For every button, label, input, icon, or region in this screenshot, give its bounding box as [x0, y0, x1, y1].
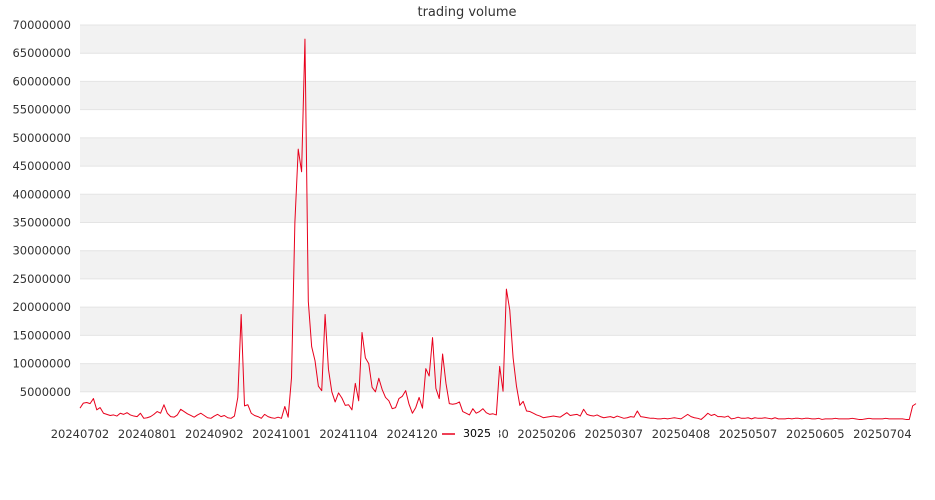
horizontal-gridlines — [80, 24, 916, 393]
plot-band — [80, 307, 916, 336]
x-tick-label: 20250307 — [585, 427, 644, 441]
plot-band — [80, 222, 916, 251]
x-tick-label: 20250206 — [517, 427, 576, 441]
legend-label-3025: 3025 — [463, 427, 491, 440]
x-tick-label: 20241203 — [386, 427, 445, 441]
plot-band — [80, 194, 916, 223]
legend: 3025 — [437, 425, 499, 442]
y-tick-label: 30000000 — [12, 244, 71, 258]
y-tick-label: 10000000 — [12, 357, 71, 371]
x-axis-tick-labels: 20240702 20240801 20240902 20241001 20241104… — [51, 427, 912, 441]
plot-band — [80, 81, 916, 110]
plot-band — [80, 166, 916, 195]
x-tick-label: 20241104 — [319, 427, 378, 441]
y-tick-label: 65000000 — [12, 46, 71, 60]
y-tick-label: 45000000 — [12, 159, 71, 173]
plot-background-bands — [80, 25, 916, 420]
y-tick-label: 50000000 — [12, 131, 71, 145]
y-tick-label: 5000000 — [20, 385, 71, 399]
x-tick-label: 20241001 — [252, 427, 311, 441]
plot-band — [80, 335, 916, 364]
legend-background — [437, 425, 499, 442]
y-axis-tick-labels: 5000000 10000000 15000000 20000000 25000000 3… — [12, 18, 71, 399]
plot-band — [80, 53, 916, 82]
y-tick-label: 20000000 — [12, 300, 71, 314]
plot-band — [80, 137, 916, 167]
y-tick-label: 40000000 — [12, 187, 71, 201]
x-tick-label: 20240902 — [185, 427, 244, 441]
y-tick-label: 55000000 — [12, 103, 71, 117]
x-tick-label: 20240801 — [118, 427, 177, 441]
series-line-3025 — [79, 38, 917, 420]
y-tick-label: 15000000 — [12, 328, 71, 342]
x-tick-label: 20250507 — [719, 427, 778, 441]
x-tick-label: 20250605 — [786, 427, 845, 441]
y-tick-label: 60000000 — [12, 74, 71, 88]
y-tick-label: 70000000 — [12, 18, 71, 32]
plot-band — [80, 278, 916, 308]
x-tick-label: 20250704 — [853, 427, 912, 441]
x-tick-label: 20250408 — [652, 427, 711, 441]
plot-band — [80, 25, 916, 54]
series-lines — [79, 38, 917, 420]
plot-band — [80, 109, 916, 138]
plot-band — [80, 250, 916, 279]
x-tick-label: 20240702 — [51, 427, 110, 441]
y-tick-label: 35000000 — [12, 216, 71, 230]
chart-title: trading volume — [417, 5, 516, 20]
y-tick-label: 25000000 — [12, 272, 71, 286]
